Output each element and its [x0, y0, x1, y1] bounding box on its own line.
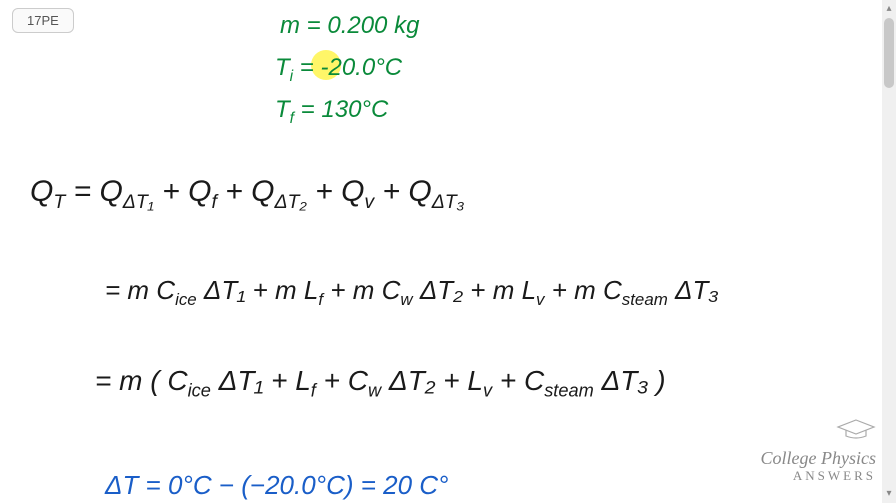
given-temp-final: Tf = 130°C	[275, 96, 388, 128]
eq-line-2: = m Cice ΔT₁ + m Lf + m Cw ΔT₂ + m Lv + …	[105, 275, 719, 310]
problem-badge: 17PE	[12, 8, 74, 33]
scroll-up-arrow-icon[interactable]: ▴	[882, 2, 896, 16]
given-mass: m = 0.200 kg	[280, 12, 419, 40]
scrollbar-track[interactable]: ▴ ▾	[882, 0, 896, 503]
logo-line-1: College Physics	[761, 449, 876, 469]
logo-line-2: ANSWERS	[761, 469, 876, 483]
problem-number: 17PE	[27, 13, 59, 28]
scrollbar-thumb[interactable]	[884, 18, 894, 88]
eq-bottom-partial: ΔT = 0°C − (−20.0°C) = 20 C°	[105, 470, 448, 501]
eq-line-1: QT = QΔT₁ + Qf + QΔT₂ + Qv + QΔT₃	[30, 175, 464, 214]
eq-line-3: = m ( Cice ΔT₁ + Lf + Cw ΔT₂ + Lv + Cste…	[95, 365, 666, 402]
brand-logo: College Physics ANSWERS	[761, 418, 876, 483]
graduation-cap-icon	[836, 418, 876, 440]
given-temp-initial: Ti = -20.0°C	[275, 54, 402, 86]
scroll-down-arrow-icon[interactable]: ▾	[882, 487, 896, 501]
